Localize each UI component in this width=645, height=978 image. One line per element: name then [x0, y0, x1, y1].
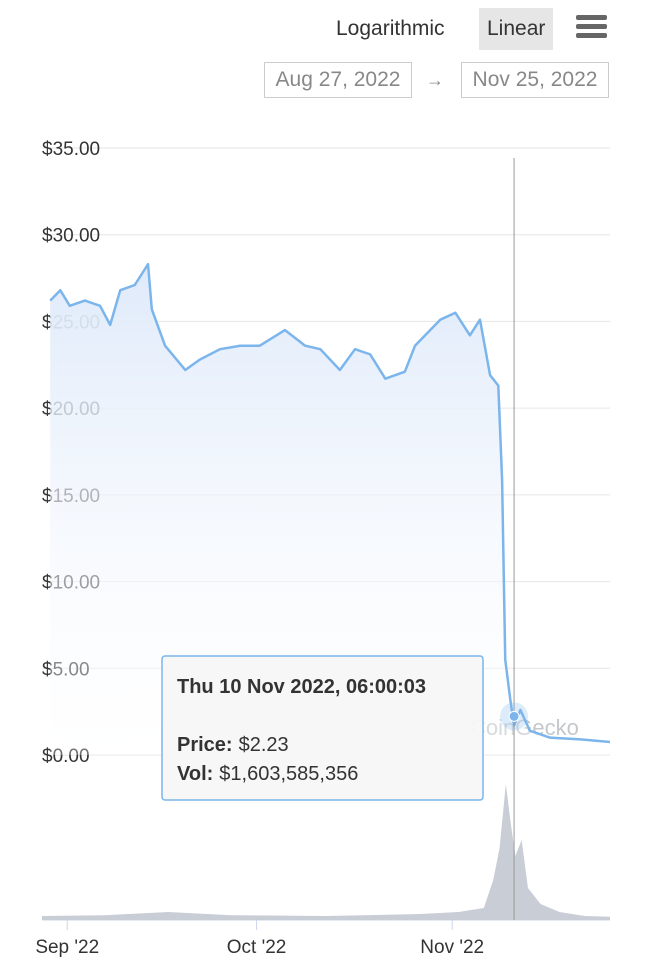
hover-point: [508, 710, 520, 722]
tooltip-row: Price: $2.23: [177, 734, 289, 756]
tooltip-value: $2.23: [239, 734, 289, 756]
x-tick-label: Sep '22: [35, 937, 99, 958]
menu-button[interactable]: [576, 15, 607, 38]
date-to[interactable]: Nov 25, 2022: [461, 62, 609, 98]
x-tick-label: Oct '22: [227, 937, 287, 958]
y-tick-label: $30.00: [42, 226, 100, 247]
date-separator: →: [426, 70, 444, 90]
tooltip-key: Price:: [177, 734, 233, 756]
tooltip-key: Vol:: [177, 763, 213, 785]
y-tick-label: $35.00: [42, 139, 100, 160]
scale-button[interactable]: Linear: [479, 8, 554, 50]
scale-button[interactable]: Logarithmic: [336, 17, 445, 40]
tooltip-box: [161, 655, 484, 801]
volume-area: [42, 784, 610, 920]
price-area: [50, 264, 610, 755]
date-from[interactable]: Aug 27, 2022: [264, 62, 412, 98]
tooltip-row: Vol: $1,603,585,356: [177, 763, 358, 785]
tooltip-date: Thu 10 Nov 2022, 06:00:03: [177, 676, 426, 698]
tooltip-value: $1,603,585,356: [219, 763, 358, 785]
x-tick-label: Nov '22: [420, 937, 484, 958]
price-line: [49, 262, 611, 744]
